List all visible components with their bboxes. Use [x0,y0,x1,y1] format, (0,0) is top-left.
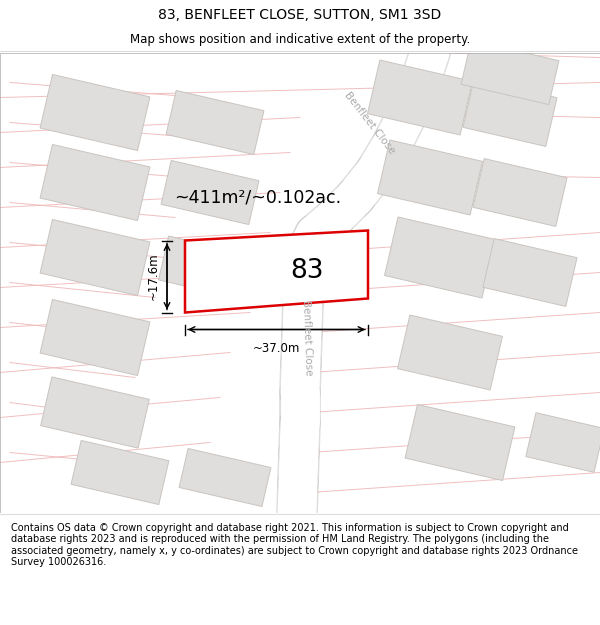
Polygon shape [40,144,150,221]
Polygon shape [398,315,502,390]
Text: Map shows position and indicative extent of the property.: Map shows position and indicative extent… [130,34,470,46]
Polygon shape [405,404,515,481]
Polygon shape [377,140,482,215]
Polygon shape [368,60,472,135]
Text: Contains OS data © Crown copyright and database right 2021. This information is : Contains OS data © Crown copyright and d… [11,522,578,568]
Polygon shape [483,239,577,306]
Text: 83: 83 [290,258,323,284]
Polygon shape [40,74,150,151]
Text: 83, BENFLEET CLOSE, SUTTON, SM1 3SD: 83, BENFLEET CLOSE, SUTTON, SM1 3SD [158,8,442,22]
Text: ~411m²/~0.102ac.: ~411m²/~0.102ac. [175,189,341,206]
Text: ~17.6m: ~17.6m [147,253,160,300]
Polygon shape [158,236,251,299]
Text: Benfleet Close: Benfleet Close [301,299,313,376]
Polygon shape [179,449,271,506]
Polygon shape [41,377,149,448]
Polygon shape [526,412,600,472]
Polygon shape [473,159,567,226]
Polygon shape [161,161,259,224]
Polygon shape [463,79,557,146]
Text: Benfleet Close: Benfleet Close [343,89,397,156]
Polygon shape [385,217,496,298]
Polygon shape [461,41,559,104]
Polygon shape [40,219,150,296]
Polygon shape [40,299,150,376]
Polygon shape [71,441,169,504]
Polygon shape [166,91,264,154]
Polygon shape [185,231,368,312]
Text: ~37.0m: ~37.0m [253,341,300,354]
